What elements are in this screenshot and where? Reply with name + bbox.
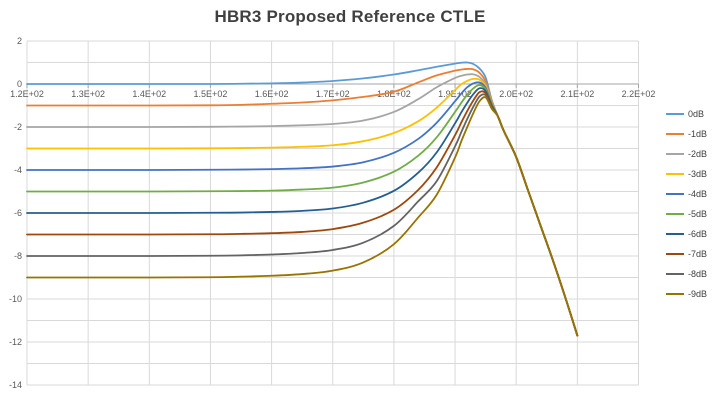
legend-swatch-icon — [666, 253, 684, 255]
x-tick-label: 1.4E+02 — [132, 89, 166, 99]
legend-label: -4dB — [688, 189, 708, 199]
legend-swatch-icon — [666, 293, 684, 295]
legend-swatch-icon — [666, 173, 684, 175]
legend-item--7dB[interactable]: -7dB — [666, 244, 716, 264]
legend-item--1dB[interactable]: -1dB — [666, 124, 716, 144]
legend-label: 0dB — [688, 109, 705, 119]
legend-item--3dB[interactable]: -3dB — [666, 164, 716, 184]
chart-title: HBR3 Proposed Reference CTLE — [214, 7, 486, 26]
legend-item--8dB[interactable]: -8dB — [666, 264, 716, 284]
x-tick-label: 1.9E+02 — [438, 89, 472, 99]
legend-label: -8dB — [688, 269, 708, 279]
legend-label: -5dB — [688, 209, 708, 219]
y-tick-label: 2 — [17, 36, 22, 46]
legend-item--5dB[interactable]: -5dB — [666, 204, 716, 224]
legend-swatch-icon — [666, 133, 684, 135]
series-line--3dB[interactable] — [26, 77, 579, 337]
x-tick-label: 1.8E+02 — [377, 89, 411, 99]
series-line--4dB[interactable] — [26, 81, 579, 337]
y-tick-label: -10 — [9, 294, 22, 304]
x-tick-label: 2.0E+02 — [499, 89, 533, 99]
y-tick-label: -14 — [9, 380, 22, 390]
y-tick-label: -6 — [14, 208, 22, 218]
y-tick-label: -4 — [14, 165, 22, 175]
legend-item--2dB[interactable]: -2dB — [666, 144, 716, 164]
y-tick-label: -2 — [14, 122, 22, 132]
series-line--9dB[interactable] — [26, 96, 579, 337]
legend-swatch-icon — [666, 233, 684, 235]
legend-item--6dB[interactable]: -6dB — [666, 224, 716, 244]
y-tick-label: 0 — [17, 79, 22, 89]
legend-item--4dB[interactable]: -4dB — [666, 184, 716, 204]
x-tick-label: 2.1E+02 — [560, 89, 594, 99]
legend-item--9dB[interactable]: -9dB — [666, 284, 716, 304]
x-tick-label: 2.2E+02 — [622, 89, 656, 99]
x-tick-label: 1.7E+02 — [316, 89, 350, 99]
legend-swatch-icon — [666, 213, 684, 215]
legend: 0dB -1dB -2dB -3dB -4dB -5dB -6dB -7dB -8dB -9dB — [666, 104, 716, 304]
legend-label: -6dB — [688, 229, 708, 239]
legend-swatch-icon — [666, 273, 684, 275]
legend-label: -7dB — [688, 249, 708, 259]
x-tick-label: 1.6E+02 — [255, 89, 289, 99]
x-tick-label: 1.2E+02 — [10, 89, 44, 99]
y-tick-label: -8 — [14, 251, 22, 261]
legend-label: -1dB — [688, 129, 708, 139]
legend-swatch-icon — [666, 193, 684, 195]
legend-label: -9dB — [688, 289, 708, 299]
legend-swatch-icon — [666, 113, 684, 115]
legend-label: -3dB — [688, 169, 708, 179]
legend-label: -2dB — [688, 149, 708, 159]
x-tick-label: 1.3E+02 — [71, 89, 105, 99]
x-tick-label: 1.5E+02 — [194, 89, 228, 99]
y-tick-label: -12 — [9, 337, 22, 347]
legend-item-0dB[interactable]: 0dB — [666, 104, 716, 124]
legend-swatch-icon — [666, 153, 684, 155]
